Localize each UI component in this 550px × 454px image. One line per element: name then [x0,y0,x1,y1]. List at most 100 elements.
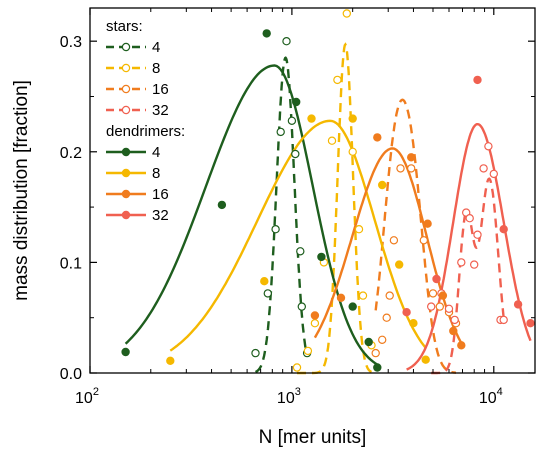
x-tick-label: 102 [75,386,99,407]
data-point-stars-8 [327,136,337,145]
data-point-stars-8 [358,291,368,300]
legend-group-title: dendrimers: [106,123,185,140]
y-tick-label: 0.3 [60,34,82,51]
data-point-stars-32 [457,258,466,267]
data-point-dendrimers-8 [166,356,175,365]
data-point-stars-16 [435,302,444,311]
fit-curve-stars-32 [431,177,505,375]
fit-curve-dendrimers-4 [124,64,378,366]
data-point-dendrimers-32 [513,300,523,309]
data-point-dendrimers-32 [499,224,508,234]
data-point-dendrimers-8 [421,355,430,364]
data-point-dendrimers-16 [336,293,346,302]
data-point-stars-4 [251,348,260,358]
data-point-dendrimers-8 [260,277,269,286]
x-tick-label: 103 [277,386,301,407]
data-point-stars-16 [385,291,394,300]
legend-label: 8 [152,60,160,77]
fit-curve-stars-4 [254,56,309,374]
data-point-dendrimers-16 [457,341,466,350]
data-point-stars-32 [450,315,459,325]
x-tick-label: 104 [479,386,503,407]
legend-marker [121,147,131,157]
data-point-dendrimers-8 [395,260,404,269]
plot-area [121,9,535,375]
y-tick-label: 0.1 [60,255,82,272]
data-point-dendrimers-16 [373,133,382,142]
data-point-stars-16 [396,164,405,173]
legend-label: 16 [152,81,169,98]
data-point-stars-32 [427,302,436,311]
data-point-dendrimers-4 [373,363,382,372]
legend-marker [121,42,131,52]
legend-marker [121,105,131,115]
plot-frame [89,7,536,374]
data-point-stars-16 [419,236,428,245]
legend-label: 4 [152,39,160,56]
data-point-stars-32 [470,260,479,269]
fit-curve-stars-16 [374,98,456,374]
data-point-stars-32 [473,230,482,239]
data-point-dendrimers-4 [364,337,373,347]
data-point-stars-8 [348,147,357,156]
legend-marker [121,168,131,178]
legend-label: 32 [152,207,169,224]
data-point-dendrimers-8 [348,114,357,123]
legend-label: 8 [152,165,160,182]
data-point-dendrimers-32 [402,308,411,317]
x-tick-exponent: 2 [93,386,99,398]
data-point-dendrimers-4 [121,347,130,357]
data-point-dendrimers-8 [307,114,316,123]
data-point-dendrimers-4 [292,97,301,107]
data-point-dendrimers-4 [317,252,326,262]
data-point-stars-4 [263,289,272,298]
axes: 102 103 104 0.0 0.1 0.2 0.3 [60,7,536,407]
data-point-dendrimers-16 [310,311,320,320]
legend-marker [121,63,131,73]
data-point-dendrimers-32 [432,274,441,284]
data-point-dendrimers-8 [378,180,387,190]
data-point-stars-16 [378,335,387,344]
legend-marker [121,189,131,199]
data-point-stars-8 [292,363,302,372]
legend-label: 32 [152,102,169,119]
data-point-stars-4 [271,224,280,234]
data-point-stars-4 [297,302,306,311]
y-tick-label: 0.2 [60,145,82,162]
data-point-stars-8 [342,9,351,18]
data-point-stars-32 [479,164,488,173]
x-tick-exponent: 3 [295,386,301,398]
data-point-stars-16 [382,313,391,322]
data-point-stars-16 [428,289,438,298]
data-point-dendrimers-16 [423,219,432,228]
data-point-stars-4 [276,127,285,137]
data-point-stars-32 [465,213,474,223]
data-point-dendrimers-4 [217,200,227,210]
data-point-stars-32 [444,304,454,313]
data-point-dendrimers-4 [348,302,357,311]
data-point-stars-4 [282,37,291,46]
data-point-dendrimers-16 [407,153,416,162]
legend-marker [121,210,131,220]
legend-label: 16 [152,186,169,203]
data-point-stars-32 [484,142,493,151]
data-point-stars-4 [291,149,300,159]
data-point-stars-32 [499,315,508,325]
y-axis-label: mass distribution [fraction] [11,80,32,301]
data-point-stars-8 [303,346,313,356]
legend-label: 4 [152,144,160,161]
data-point-stars-8 [310,319,320,328]
x-axis-label: N [mer units] [259,427,367,448]
legend-marker [121,84,131,94]
fit-curve-stars-8 [297,42,373,375]
fit-curve-dendrimers-8 [169,119,427,352]
x-tick-exponent: 4 [497,386,503,398]
data-point-dendrimers-4 [262,29,271,38]
data-point-stars-4 [287,116,297,126]
data-point-stars-8 [333,75,342,85]
data-point-stars-16 [389,236,399,245]
data-point-stars-8 [354,224,364,234]
data-point-stars-32 [489,169,498,179]
y-tick-label: 0.0 [60,366,82,383]
